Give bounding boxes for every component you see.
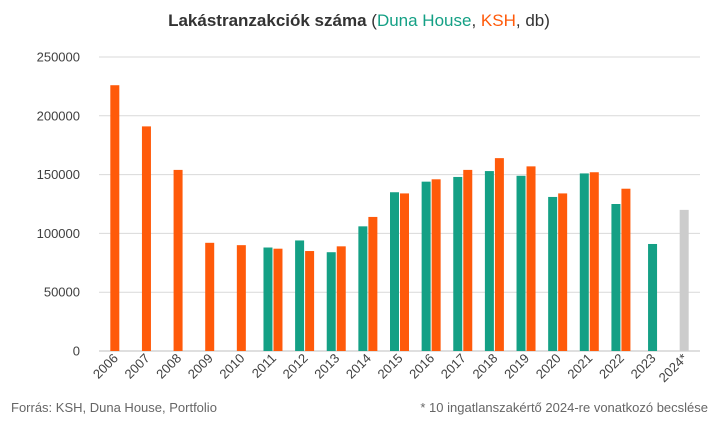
x-tick-label: 2021 bbox=[564, 351, 595, 382]
bar-duna-house bbox=[358, 226, 368, 351]
x-tick-label: 2023 bbox=[628, 351, 659, 382]
bar-duna-house bbox=[295, 240, 305, 351]
y-tick-label: 150000 bbox=[37, 167, 80, 182]
title-series-duna-house: Duna House bbox=[376, 11, 472, 30]
bar-duna-house bbox=[611, 204, 621, 351]
x-tick-label: 2019 bbox=[501, 351, 532, 382]
x-tick-label: 2016 bbox=[406, 351, 437, 382]
bar-ksh bbox=[110, 85, 120, 351]
bar-duna-house bbox=[648, 243, 658, 351]
bar-duna-house bbox=[516, 175, 526, 351]
bar-duna-house bbox=[421, 181, 431, 351]
y-tick-label: 0 bbox=[73, 344, 80, 359]
title-main: Lakástranzakciók száma bbox=[168, 11, 367, 30]
chart-title: Lakástranzakciók száma (Duna House, KSH,… bbox=[0, 11, 718, 31]
title-separator: , bbox=[471, 11, 481, 30]
bar-ksh bbox=[305, 251, 315, 351]
estimate-note: * 10 ingatlanszakértő 2024-re vonatkozó … bbox=[420, 400, 708, 415]
x-tick-label: 2008 bbox=[153, 351, 184, 382]
x-tick-label: 2010 bbox=[216, 351, 247, 382]
x-tick-label: 2014 bbox=[343, 351, 374, 382]
bar-ksh bbox=[589, 172, 599, 351]
x-tick-label: 2007 bbox=[122, 351, 153, 382]
source-note: Forrás: KSH, Duna House, Portfolio bbox=[11, 400, 217, 415]
title-open: ( bbox=[366, 11, 377, 30]
bar-ksh bbox=[236, 245, 246, 351]
x-tick-label: 2022 bbox=[596, 351, 627, 382]
bar-ksh bbox=[400, 193, 409, 351]
y-tick-label: 100000 bbox=[37, 226, 80, 241]
y-tick-label: 200000 bbox=[37, 108, 80, 123]
bar-estimate bbox=[679, 209, 689, 351]
x-tick-label: 2018 bbox=[469, 351, 500, 382]
bar-duna-house bbox=[263, 247, 273, 351]
x-tick-label: 2017 bbox=[438, 351, 469, 382]
bar-ksh bbox=[336, 246, 346, 351]
bar-ksh bbox=[463, 169, 473, 351]
x-tick-label: 2012 bbox=[280, 351, 311, 382]
bar-ksh bbox=[431, 179, 441, 351]
x-tick-label: 2024* bbox=[656, 351, 691, 386]
bar-duna-house bbox=[326, 252, 336, 351]
title-suffix: , db) bbox=[515, 11, 550, 30]
bar-ksh bbox=[273, 248, 283, 351]
bar-ksh bbox=[494, 158, 504, 351]
x-tick-label: 2020 bbox=[533, 351, 564, 382]
bar-ksh bbox=[368, 216, 378, 351]
x-tick-label: 2009 bbox=[185, 351, 216, 382]
title-series-ksh: KSH bbox=[480, 11, 516, 30]
bar-ksh bbox=[205, 242, 215, 351]
bar-ksh bbox=[526, 166, 536, 351]
bar-duna-house bbox=[579, 173, 589, 351]
bar-ksh bbox=[141, 126, 151, 351]
x-tick-label: 2006 bbox=[90, 351, 121, 382]
bar-ksh bbox=[558, 193, 568, 351]
x-tick-label: 2015 bbox=[375, 351, 406, 382]
bar-duna-house bbox=[390, 192, 399, 351]
bar-ksh bbox=[173, 169, 183, 351]
x-tick-label: 2013 bbox=[311, 351, 342, 382]
y-tick-label: 250000 bbox=[37, 50, 80, 65]
bar-ksh bbox=[621, 188, 631, 351]
x-tick-label: 2011 bbox=[249, 351, 279, 381]
bar-duna-house bbox=[484, 171, 494, 351]
y-tick-label: 50000 bbox=[44, 285, 80, 300]
bar-duna-house bbox=[548, 196, 558, 351]
bar-duna-house bbox=[453, 176, 463, 351]
